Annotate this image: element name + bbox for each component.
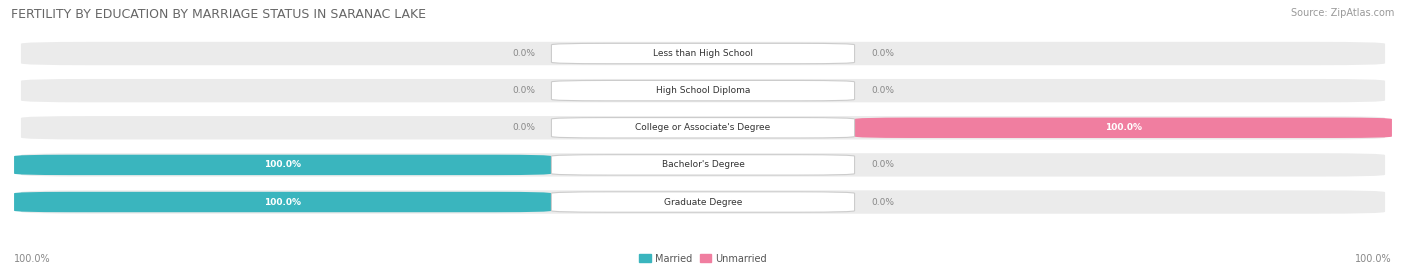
FancyBboxPatch shape (551, 80, 855, 101)
Text: Source: ZipAtlas.com: Source: ZipAtlas.com (1291, 8, 1395, 18)
Legend: Married, Unmarried: Married, Unmarried (636, 250, 770, 268)
Text: High School Diploma: High School Diploma (655, 86, 751, 95)
Text: 100.0%: 100.0% (1105, 123, 1142, 132)
FancyBboxPatch shape (21, 79, 1385, 102)
FancyBboxPatch shape (551, 43, 855, 64)
Text: 100.0%: 100.0% (264, 160, 301, 169)
FancyBboxPatch shape (855, 118, 1392, 138)
Text: Graduate Degree: Graduate Degree (664, 197, 742, 207)
Text: College or Associate's Degree: College or Associate's Degree (636, 123, 770, 132)
FancyBboxPatch shape (551, 192, 855, 212)
Text: 100.0%: 100.0% (264, 197, 301, 207)
Text: 0.0%: 0.0% (872, 49, 894, 58)
Text: 0.0%: 0.0% (512, 123, 534, 132)
FancyBboxPatch shape (21, 42, 1385, 65)
Text: Less than High School: Less than High School (652, 49, 754, 58)
FancyBboxPatch shape (21, 116, 1385, 139)
FancyBboxPatch shape (21, 153, 1385, 176)
FancyBboxPatch shape (21, 190, 1385, 214)
FancyBboxPatch shape (14, 155, 551, 175)
Text: FERTILITY BY EDUCATION BY MARRIAGE STATUS IN SARANAC LAKE: FERTILITY BY EDUCATION BY MARRIAGE STATU… (11, 8, 426, 21)
Text: Bachelor's Degree: Bachelor's Degree (662, 160, 744, 169)
FancyBboxPatch shape (14, 192, 551, 212)
Text: 0.0%: 0.0% (872, 197, 894, 207)
Text: 0.0%: 0.0% (872, 160, 894, 169)
FancyBboxPatch shape (551, 118, 855, 138)
Text: 100.0%: 100.0% (1355, 254, 1392, 264)
Text: 0.0%: 0.0% (512, 49, 534, 58)
Text: 0.0%: 0.0% (872, 86, 894, 95)
FancyBboxPatch shape (551, 155, 855, 175)
Text: 0.0%: 0.0% (512, 86, 534, 95)
Text: 100.0%: 100.0% (14, 254, 51, 264)
